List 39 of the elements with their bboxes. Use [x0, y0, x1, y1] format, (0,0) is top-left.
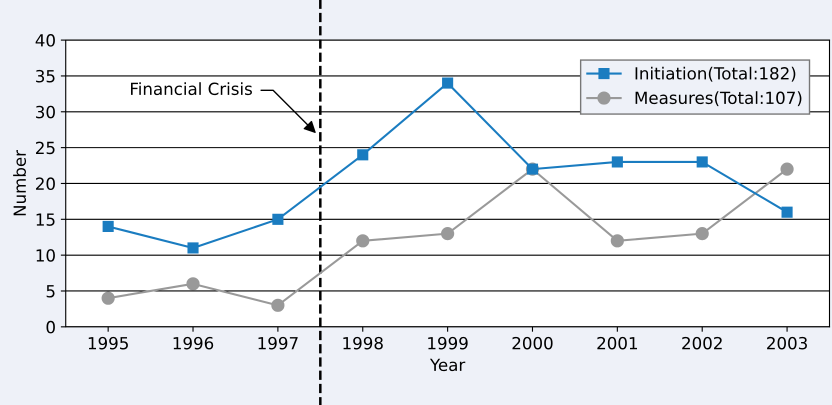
y-tick-label: 35 — [36, 70, 55, 83]
x-tick-label: 1995 — [88, 336, 128, 350]
x-tick-label: 2002 — [682, 336, 722, 350]
x-tick-label: 2003 — [767, 336, 807, 350]
x-tick-label: 1998 — [343, 336, 383, 350]
y-axis-title: Number — [13, 150, 26, 216]
x-tick-label: 1997 — [258, 336, 298, 350]
point — [696, 156, 708, 168]
point — [272, 214, 284, 225]
x-tick-label: 1996 — [174, 336, 214, 350]
y-tick-label: 20 — [36, 177, 55, 190]
x-tick-label: 1999 — [428, 336, 468, 350]
y-tick-label: 5 — [46, 285, 55, 298]
point — [696, 227, 709, 240]
point — [357, 149, 368, 160]
x-axis-title: Year — [430, 358, 466, 372]
y-tick-label: 15 — [36, 213, 55, 226]
point — [102, 292, 115, 305]
y-tick-label: 30 — [36, 106, 55, 118]
point — [102, 220, 114, 232]
point — [271, 298, 284, 312]
legend-label: Measures(Total:107) — [636, 91, 802, 106]
point — [612, 156, 623, 168]
y-tick-label: 40 — [36, 34, 55, 47]
y-tick-label: 25 — [36, 142, 55, 154]
point — [441, 227, 454, 240]
legend-label: Initiation(Total:182) — [636, 66, 796, 82]
point — [186, 277, 200, 290]
annotation: Financial Crisis — [131, 82, 252, 96]
point — [610, 234, 624, 248]
y-tick-label: 10 — [36, 249, 55, 262]
point — [187, 242, 199, 254]
x-tick-label: 2000 — [512, 336, 553, 350]
point — [442, 78, 454, 89]
point — [780, 162, 794, 176]
x-tick-label: 2001 — [597, 336, 638, 350]
y-tick-label: 0 — [46, 320, 55, 334]
point — [782, 206, 793, 218]
point — [356, 234, 370, 248]
